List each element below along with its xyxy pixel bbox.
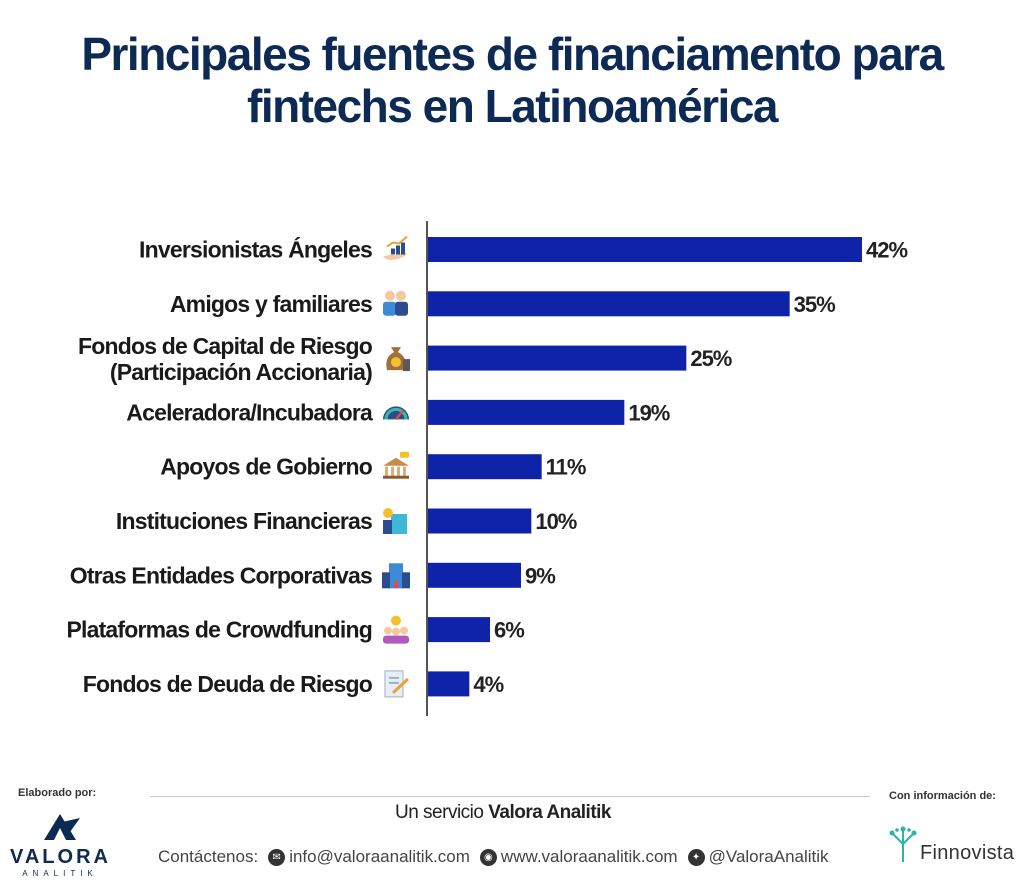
valora-logo-icon: [44, 814, 80, 840]
finnovista-logo-icon: [889, 826, 917, 862]
valora-logo-subtext: ANALITIK: [22, 869, 98, 878]
bar-6: [428, 508, 532, 534]
page-title: Principales fuentes de financiamento par…: [0, 28, 1024, 132]
category-label-4: Aceleradora/Incubadora: [126, 399, 373, 425]
document-icon: [384, 670, 410, 698]
value-label-6: 10%: [535, 509, 576, 534]
people-icon: [383, 290, 408, 316]
hand-chart-icon: [383, 235, 408, 261]
value-label-3: 25%: [690, 346, 731, 371]
twitter-icon: ✦: [687, 848, 705, 866]
crowd-money-icon: [383, 615, 409, 644]
category-label-1: Inversionistas Ángeles: [139, 236, 372, 263]
category-label-3: Fondos de Capital de Riesgo (Participació…: [78, 333, 373, 385]
bar-8: [428, 617, 490, 643]
website-link[interactable]: www.valoraanalitik.com: [500, 847, 678, 866]
service-prefix: Un servicio: [394, 802, 484, 823]
title-line-1: Principales fuentes de financiamento par…: [81, 28, 944, 80]
value-label-9: 4%: [473, 672, 503, 697]
valora-logo-text: VALORA: [10, 846, 111, 868]
contact-label: Contáctenos:: [158, 847, 259, 866]
category-label-7: Otras Entidades Corporativas: [70, 562, 372, 588]
corporate-building-icon: [382, 563, 410, 589]
bar-9: [428, 671, 470, 697]
category-label-8: Plataformas de Crowdfunding: [66, 617, 372, 643]
made-by-label: Elaborado por:: [18, 787, 97, 799]
value-label-2: 35%: [794, 292, 835, 317]
bar-1: [428, 237, 862, 262]
bar-2: [428, 291, 790, 317]
twitter-link[interactable]: @ValoraAnalitik: [708, 847, 829, 866]
value-label-1: 42%: [866, 238, 907, 263]
category-label-6: Instituciones Financieras: [116, 508, 372, 534]
value-label-5: 11%: [546, 455, 586, 480]
email-icon: ✉: [268, 848, 286, 866]
bar-3: [428, 345, 687, 371]
speedometer-icon: [383, 406, 409, 421]
bar-5: [428, 454, 542, 480]
bar-7: [428, 562, 521, 588]
value-label-4: 19%: [628, 400, 669, 425]
category-label-5: Apoyos de Gobierno: [160, 454, 373, 480]
footer-divider: [150, 796, 870, 797]
bar-4: [428, 399, 625, 425]
contact-line: Contáctenos: ✉ info@valoraanalitik.com ◉…: [158, 847, 888, 867]
finnovista-logo-text: Finnovista: [920, 842, 1015, 864]
globe-icon: ◉: [479, 848, 497, 866]
info-from-label: Con información de:: [889, 790, 996, 802]
title-line-2: fintechs en Latinoamérica: [247, 80, 779, 132]
financial-building-icon: [383, 508, 407, 534]
service-line: Un servicio Valora Analitik: [0, 802, 1006, 824]
email-link[interactable]: info@valoraanalitik.com: [289, 847, 470, 866]
category-label-9: Fondos de Deuda de Riesgo: [83, 671, 373, 697]
government-building-icon: [383, 451, 409, 479]
value-label-7: 9%: [525, 563, 555, 588]
value-label-8: 6%: [494, 618, 524, 643]
money-bag-icon: [386, 347, 410, 372]
category-label-2: Amigos y familiares: [170, 291, 372, 317]
service-brand: Valora Analitik: [488, 802, 611, 823]
